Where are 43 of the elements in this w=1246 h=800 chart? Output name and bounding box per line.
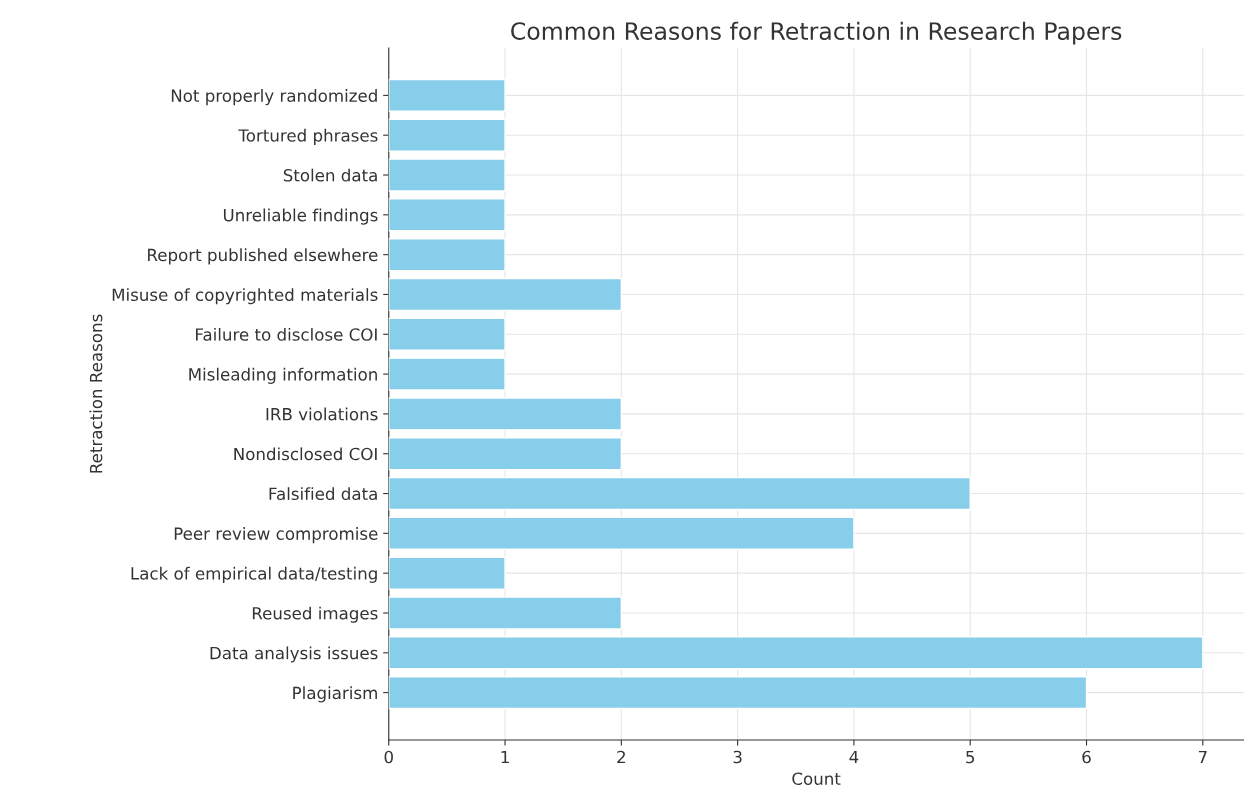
bar — [388, 277, 623, 312]
y-tick-label: Misuse of copyrighted materials — [112, 288, 378, 305]
y-tick-label: IRB violations — [266, 407, 378, 421]
y-tick-label: Data analysis issues — [210, 646, 378, 663]
y-tick-label: Lack of empirical data/testing — [131, 566, 377, 583]
bar — [388, 675, 1088, 710]
bar — [388, 357, 506, 391]
bar — [388, 397, 623, 431]
bar — [388, 556, 506, 590]
bar — [388, 437, 623, 471]
y-tick-label: Nondisclosed COI — [234, 447, 377, 461]
x-tick-label: 3 — [733, 750, 742, 764]
bar — [388, 476, 971, 511]
y-tick-label: Tortured phrases — [238, 128, 378, 145]
bar — [388, 636, 1204, 670]
bar — [388, 238, 506, 272]
bar — [388, 198, 506, 232]
y-tick-label: Failure to disclose COI — [196, 327, 377, 341]
y-tick-label: Plagiarism — [293, 686, 377, 703]
x-tick-label: 1 — [501, 750, 509, 764]
bar — [388, 317, 506, 351]
x-tick-label: 5 — [966, 750, 975, 764]
y-tick-label: Misleading information — [189, 367, 377, 384]
x-tick-label: 2 — [617, 750, 625, 764]
bar — [388, 118, 506, 152]
bar — [388, 78, 506, 113]
y-tick-label: Report published elsewhere — [148, 248, 378, 265]
y-tick-label: Unreliable findings — [223, 208, 378, 225]
bar — [388, 596, 623, 630]
y-tick-label: Reused images — [252, 606, 378, 623]
y-tick-label: Falsified data — [269, 487, 377, 501]
x-tick-label: 0 — [384, 750, 393, 764]
y-tick-label: Stolen data — [283, 168, 377, 182]
x-tick-label: 4 — [849, 750, 859, 764]
chart-title: Common Reasons for Retraction in Research Papers — [511, 21, 1122, 45]
x-tick-label: 7 — [1198, 750, 1207, 764]
x-axis-title: Count — [792, 772, 841, 785]
y-tick-label: Peer review compromise — [174, 527, 378, 544]
y-axis-title: Retraction Reasons — [89, 314, 103, 473]
bar — [388, 158, 506, 192]
bar — [388, 516, 855, 550]
x-tick-label: 6 — [1082, 750, 1091, 764]
y-tick-label: Not properly randomized — [171, 89, 377, 106]
